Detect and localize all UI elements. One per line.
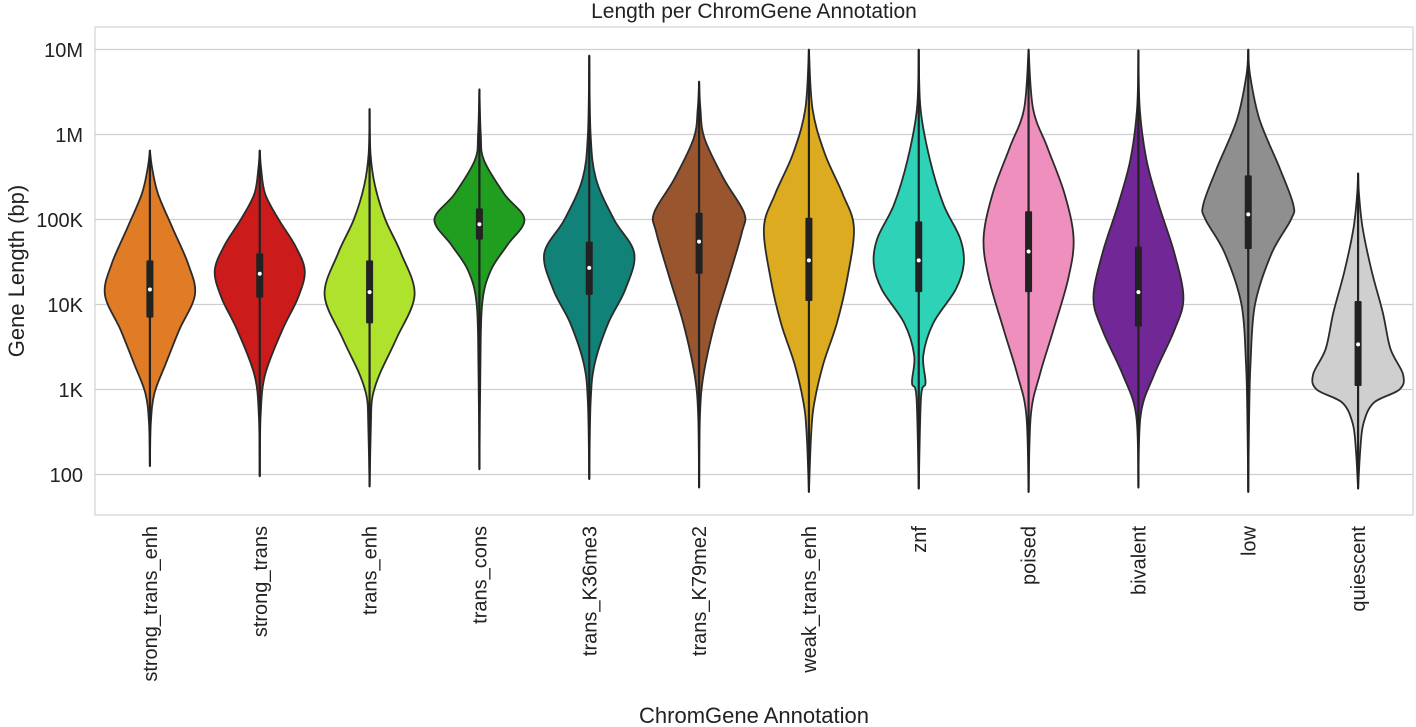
- violin-median-dot: [806, 258, 811, 263]
- y-axis-label: Gene Length (bp): [4, 185, 29, 357]
- x-tick-label: trans_enh: [360, 526, 382, 615]
- x-tick-label: low: [1238, 525, 1260, 556]
- x-tick-label: quiescent: [1348, 526, 1370, 612]
- violin-median-dot: [697, 239, 702, 244]
- x-tick-label: strong_trans_enh: [140, 526, 162, 682]
- violin-median-dot: [147, 287, 152, 292]
- y-tick-label: 100K: [36, 210, 83, 232]
- violin-median-dot: [1136, 290, 1141, 295]
- violins: [103, 48, 1405, 494]
- violin-iqr-box: [1244, 175, 1252, 249]
- violin-median-dot: [916, 258, 921, 263]
- x-tick-label: trans_cons: [469, 526, 491, 624]
- chart-title: Length per ChromGene Annotation: [591, 0, 917, 23]
- violin-median-dot: [587, 265, 592, 270]
- violin-trans_cons: [433, 88, 526, 471]
- x-tick-label: trans_K79me2: [689, 526, 711, 656]
- violin-iqr-box: [1134, 246, 1142, 327]
- x-tick-labels: strong_trans_enh strong_trans trans_enh tra…: [140, 525, 1370, 681]
- violin-strong_trans_enh: [103, 149, 197, 468]
- violin-znf: [872, 48, 965, 490]
- x-tick-label: poised: [1019, 526, 1041, 585]
- violin-median-dot: [1246, 212, 1251, 217]
- violin-median-dot: [1356, 342, 1361, 347]
- violin-low: [1201, 48, 1296, 494]
- y-tick-label: 1M: [55, 125, 83, 147]
- violin-median-dot: [477, 222, 482, 227]
- violin-trans_K36me3: [543, 54, 636, 481]
- x-axis-label: ChromGene Annotation: [639, 703, 869, 727]
- grid-lines: [95, 48, 1413, 476]
- y-tick-labels: 100 1K 10K 100K 1M 10M: [36, 40, 83, 487]
- violin-poised: [982, 48, 1075, 494]
- violin-weak_trans_enh: [762, 48, 855, 494]
- violin-strong_trans: [213, 149, 306, 478]
- violin-median-dot: [367, 290, 372, 295]
- y-tick-label: 10K: [47, 295, 83, 317]
- x-tick-label: bivalent: [1128, 526, 1150, 595]
- violin-iqr-box: [915, 221, 923, 293]
- y-tick-label: 1K: [59, 380, 84, 402]
- violin-trans_K79me2: [651, 80, 747, 489]
- plot-area: [94, 26, 1414, 516]
- x-tick-label: trans_K36me3: [579, 526, 601, 656]
- x-tick-label: weak_trans_enh: [799, 526, 821, 674]
- x-tick-label: znf: [909, 526, 931, 553]
- y-tick-label: 10M: [44, 40, 83, 62]
- violin-trans_enh: [323, 108, 416, 488]
- violin-bivalent: [1092, 49, 1185, 489]
- violin-median-dot: [257, 271, 262, 276]
- x-tick-label: strong_trans: [250, 526, 272, 637]
- violin-quiescent: [1311, 172, 1405, 490]
- violin-median-dot: [1026, 249, 1031, 254]
- y-tick-label: 100: [50, 465, 83, 487]
